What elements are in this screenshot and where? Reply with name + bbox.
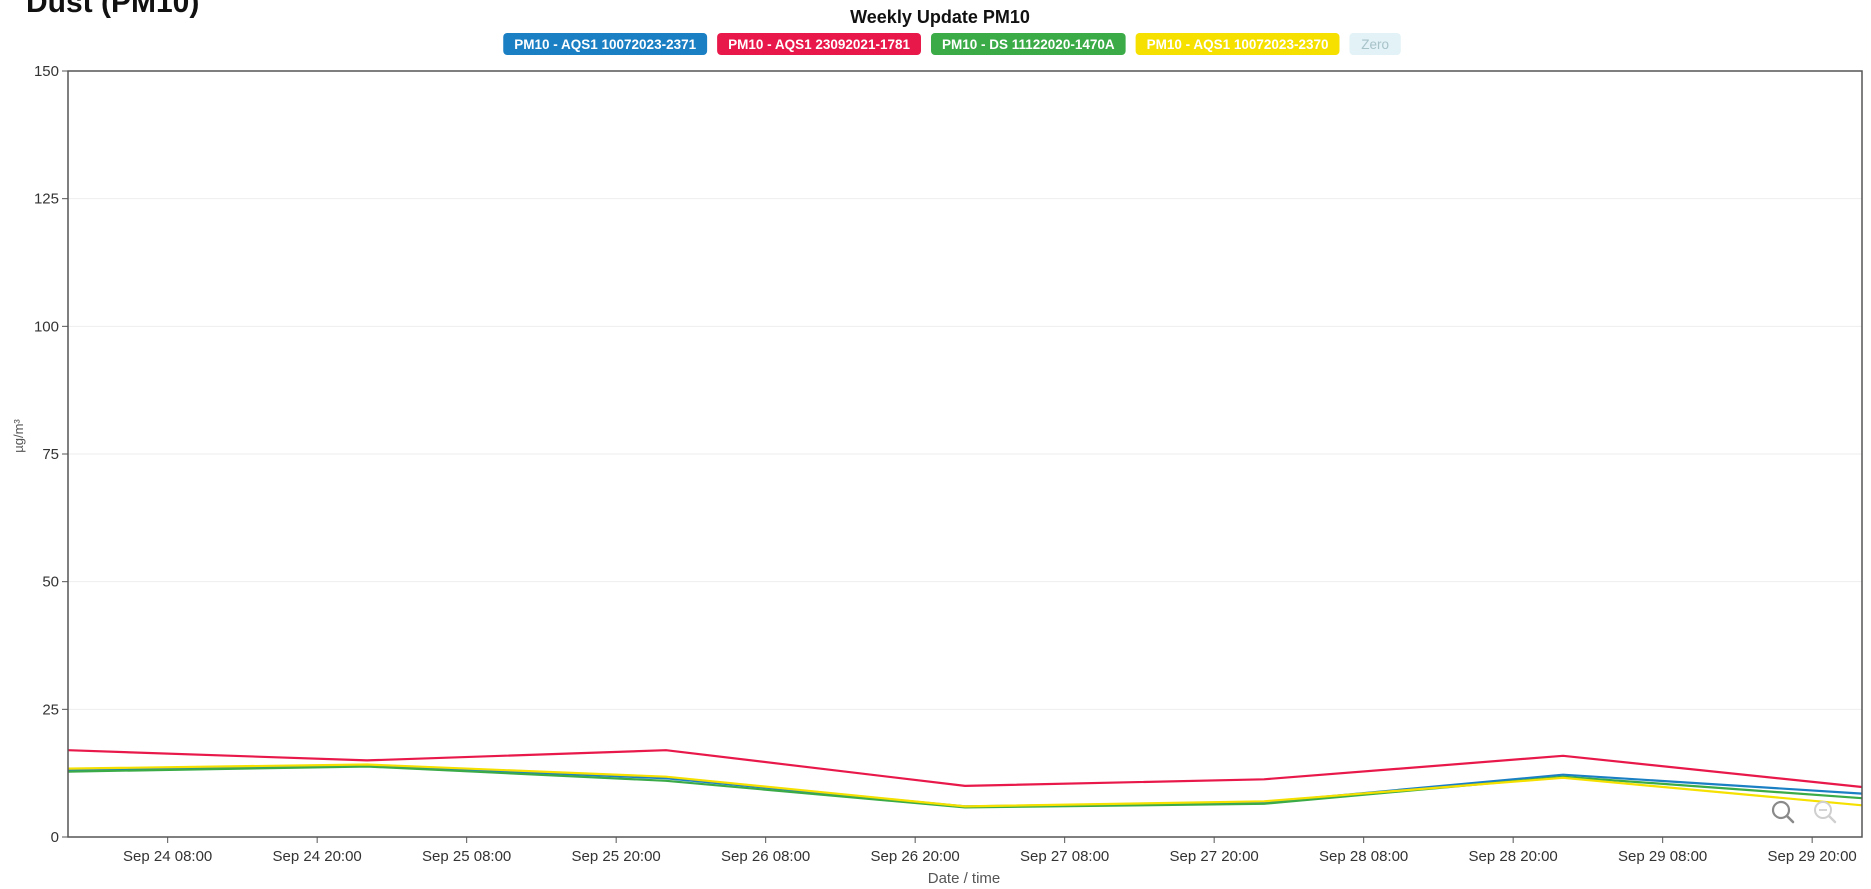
x-tick-label: Sep 29 08:00 xyxy=(1618,848,1707,865)
y-tick-label: 125 xyxy=(34,191,59,208)
legend-item[interactable]: PM10 - AQS1 10072023-2371 xyxy=(503,33,708,55)
x-tick-label: Sep 26 08:00 xyxy=(721,848,810,865)
legend-label: PM10 - AQS1 10072023-2370 xyxy=(1147,37,1329,52)
legend-label: PM10 - AQS1 23092021-1781 xyxy=(728,37,910,52)
y-axis-label: µg/m³ xyxy=(11,419,26,453)
y-tick-label: 100 xyxy=(34,318,59,335)
legend-item[interactable]: PM10 - DS 11122020-1470A xyxy=(930,33,1126,55)
grid-lines xyxy=(68,198,1862,710)
legend-swatch xyxy=(1349,33,1401,55)
x-tick-label: Sep 27 20:00 xyxy=(1170,848,1259,865)
legend-swatch xyxy=(717,33,921,55)
x-tick-label: Sep 28 08:00 xyxy=(1319,848,1408,865)
series-line xyxy=(67,763,1863,808)
legend-item[interactable]: Zero xyxy=(1349,33,1401,55)
series-lines xyxy=(67,749,1863,809)
series-line xyxy=(67,749,1863,789)
y-tick-label: 75 xyxy=(42,446,59,463)
legend-swatch xyxy=(1135,33,1340,55)
x-tick-label: Sep 24 08:00 xyxy=(123,848,212,865)
chart-title: Weekly Update PM10 xyxy=(850,7,1030,27)
x-tick-label: Sep 25 20:00 xyxy=(572,848,661,865)
legend-swatch xyxy=(503,33,708,55)
legend-label: PM10 - DS 11122020-1470A xyxy=(942,37,1115,52)
x-tick-label: Sep 25 08:00 xyxy=(422,848,511,865)
zoom-out-button[interactable] xyxy=(1814,801,1837,824)
zoom-in-button[interactable] xyxy=(1771,800,1795,824)
y-tick-label: 150 xyxy=(34,63,59,80)
x-tick-label: Sep 26 20:00 xyxy=(871,848,960,865)
y-tick-label: 0 xyxy=(51,829,59,846)
x-tick-label: Sep 28 20:00 xyxy=(1469,848,1558,865)
magnifier-icon xyxy=(1771,800,1795,824)
legend-item[interactable]: PM10 - AQS1 10072023-2370 xyxy=(1135,33,1340,55)
y-tick-label: 50 xyxy=(42,574,59,591)
y-tick-label: 25 xyxy=(42,701,59,718)
magnifier-minus-icon xyxy=(1814,801,1837,824)
x-tick-label: Sep 27 08:00 xyxy=(1020,848,1109,865)
page-heading: Dust (PM10) xyxy=(26,0,200,19)
x-axis-label: Date / time xyxy=(928,870,1001,887)
y-axis-ticks: 0 25 50 75 100 125 150 xyxy=(34,63,68,846)
legend: PM10 - AQS1 10072023-2371 PM10 - AQS1 230… xyxy=(503,33,1401,55)
legend-swatch xyxy=(930,33,1126,55)
x-tick-label: Sep 24 20:00 xyxy=(273,848,362,865)
legend-item[interactable]: PM10 - AQS1 23092021-1781 xyxy=(717,33,921,55)
legend-label: Zero xyxy=(1361,37,1389,52)
x-tick-label: Sep 29 20:00 xyxy=(1768,848,1857,865)
x-axis-ticks: Sep 24 08:00 Sep 24 20:00 Sep 25 08:00 Sep … xyxy=(123,837,1857,865)
legend-label: PM10 - AQS1 10072023-2371 xyxy=(514,37,696,52)
